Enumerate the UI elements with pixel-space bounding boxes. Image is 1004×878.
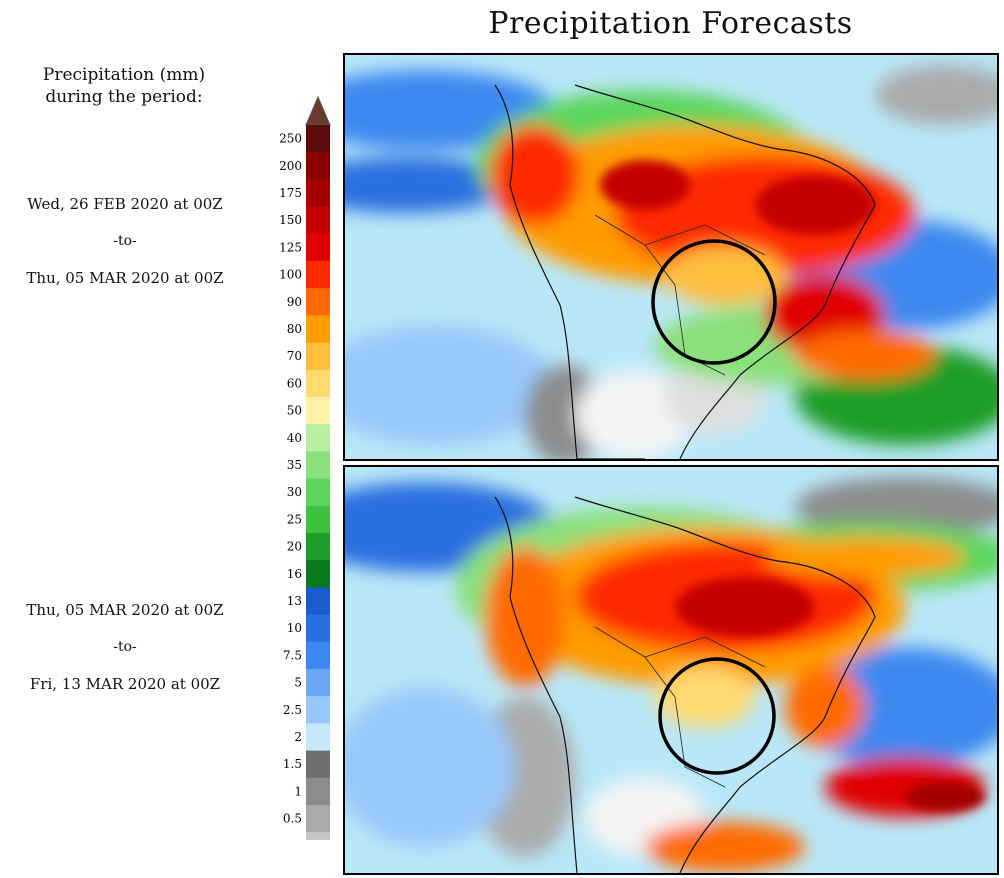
colorbar-tick-label: 5 <box>294 676 302 690</box>
period-2-label: Thu, 05 MAR 2020 at 00Z -to- Fri, 13 MAR… <box>0 592 250 703</box>
colorbar-segment <box>306 451 330 480</box>
period-1-end: Thu, 05 MAR 2020 at 00Z <box>26 269 224 287</box>
colorbar-top-arrow <box>305 95 331 126</box>
colorbar-segment <box>306 369 330 398</box>
colorbar-tick-label: 60 <box>287 376 302 390</box>
period-1-start: Wed, 26 FEB 2020 at 00Z <box>27 195 223 213</box>
colorbar-segment <box>306 505 330 534</box>
colorbar-tick-label: 25 <box>287 512 302 526</box>
forecast-map-2 <box>343 465 999 875</box>
period-1-separator: -to- <box>113 233 137 249</box>
colorbar-segment <box>306 233 330 262</box>
colorbar-tick-label: 125 <box>279 240 302 254</box>
colorbar-tick-label: 175 <box>279 186 302 200</box>
colorbar-segment <box>306 533 330 561</box>
coastline <box>494 496 876 873</box>
colorbar-tick-label: 13 <box>287 594 302 608</box>
colorbar-segment <box>306 206 330 235</box>
colorbar-segment <box>306 641 330 670</box>
colorbar-tick-label: 30 <box>287 485 302 499</box>
colorbar-tick-label: 80 <box>287 322 302 336</box>
colorbar-segment <box>306 723 330 752</box>
country-borders <box>594 626 766 788</box>
colorbar-tick-label: 1.5 <box>283 757 302 771</box>
legend-heading-line2: during the period: <box>45 87 203 107</box>
colorbar-segment <box>306 805 330 833</box>
colorbar-segment <box>306 288 330 316</box>
legend-heading-line1: Precipitation (mm) <box>42 65 206 85</box>
legend-heading: Precipitation (mm) during the period: <box>8 64 240 108</box>
colorbar-segment <box>306 125 330 153</box>
colorbar-segment <box>306 179 330 208</box>
colorbar-tick-label: 1 <box>294 784 302 798</box>
colorbar-segment <box>306 424 330 452</box>
colorbar-tick-label: 16 <box>287 567 302 581</box>
highlight-circle <box>658 657 776 775</box>
colorbar-tick-label: 2 <box>294 730 302 744</box>
colorbar-tick-label: 2.5 <box>283 703 302 717</box>
colorbar-tick-label: 250 <box>279 132 302 146</box>
colorbar-tick-label: 40 <box>287 431 302 445</box>
colorbar-tick-label: 70 <box>287 349 302 363</box>
colorbar-tick-label: 35 <box>287 458 302 472</box>
coastline <box>494 84 876 459</box>
precipitation-colorbar: 2502001751501251009080706050403530252016… <box>279 95 331 840</box>
colorbar-tick-label: 50 <box>287 404 302 418</box>
colorbar-segment <box>306 777 330 806</box>
colorbar-tick-label: 90 <box>287 295 302 309</box>
colorbar-segment <box>306 315 330 344</box>
colorbar-segment <box>306 397 330 425</box>
period-1-label: Wed, 26 FEB 2020 at 00Z -to- Thu, 05 MAR… <box>0 186 250 297</box>
colorbar-segment <box>306 342 330 371</box>
period-2-start: Thu, 05 MAR 2020 at 00Z <box>26 601 224 619</box>
colorbar-segment <box>306 478 330 507</box>
colorbar-tick-label: 7.5 <box>283 648 302 662</box>
colorbar-segment <box>306 560 330 588</box>
colorbar-tick-label: 200 <box>279 159 302 173</box>
colorbar-segment <box>306 832 330 840</box>
colorbar-segment <box>306 152 330 180</box>
colorbar-segment <box>306 669 330 697</box>
colorbar-tick-label: 0.5 <box>283 812 302 826</box>
page-title: Precipitation Forecasts <box>488 6 853 41</box>
period-2-end: Fri, 13 MAR 2020 at 00Z <box>29 675 221 693</box>
colorbar-segment <box>306 261 330 289</box>
colorbar-segment <box>306 696 330 724</box>
colorbar-tick-label: 20 <box>287 540 302 554</box>
colorbar-segment <box>306 587 330 616</box>
colorbar-segment <box>306 614 330 643</box>
forecast-map-1 <box>343 53 999 461</box>
colorbar-segment <box>306 750 330 779</box>
colorbar-tick-label: 10 <box>287 621 302 635</box>
period-2-separator: -to- <box>113 639 137 655</box>
highlight-circle <box>651 239 777 365</box>
colorbar-tick-label: 150 <box>279 213 302 227</box>
colorbar-tick-label: 100 <box>279 268 302 282</box>
